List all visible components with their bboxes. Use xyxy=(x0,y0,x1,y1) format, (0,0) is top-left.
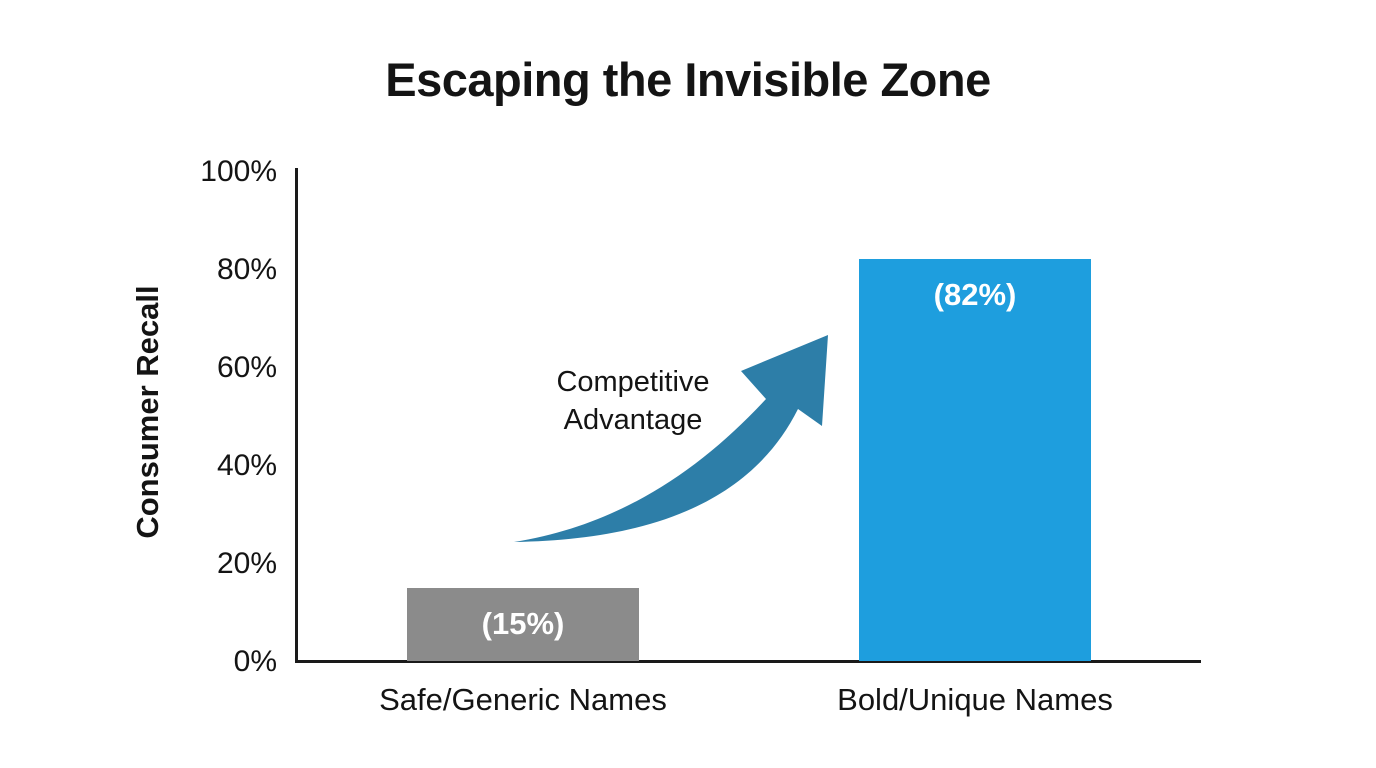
y-tick-label: 60% xyxy=(216,351,277,384)
bar-bold-unique: (82%) xyxy=(859,259,1091,661)
annotation-text: Competitive Advantage xyxy=(433,363,833,439)
y-tick-label: 40% xyxy=(216,449,277,482)
bar-value-label: (15%) xyxy=(481,606,565,642)
annotation-line-1: Competitive xyxy=(556,366,710,398)
y-tick-label: 80% xyxy=(216,253,277,286)
category-label: Safe/Generic Names xyxy=(379,682,667,717)
chart-title: Escaping the Invisible Zone xyxy=(385,53,991,106)
bar-safe-generic: (15%) xyxy=(407,587,639,661)
y-tick-label: 0% xyxy=(233,645,277,678)
y-axis-line xyxy=(295,168,298,663)
bar-value-label: (82%) xyxy=(933,277,1017,313)
x-axis-line xyxy=(295,660,1201,663)
category-label: Bold/Unique Names xyxy=(837,682,1113,717)
y-tick-label: 100% xyxy=(200,155,277,188)
y-tick-label: 20% xyxy=(216,547,277,580)
annotation-line-2: Advantage xyxy=(563,404,703,436)
